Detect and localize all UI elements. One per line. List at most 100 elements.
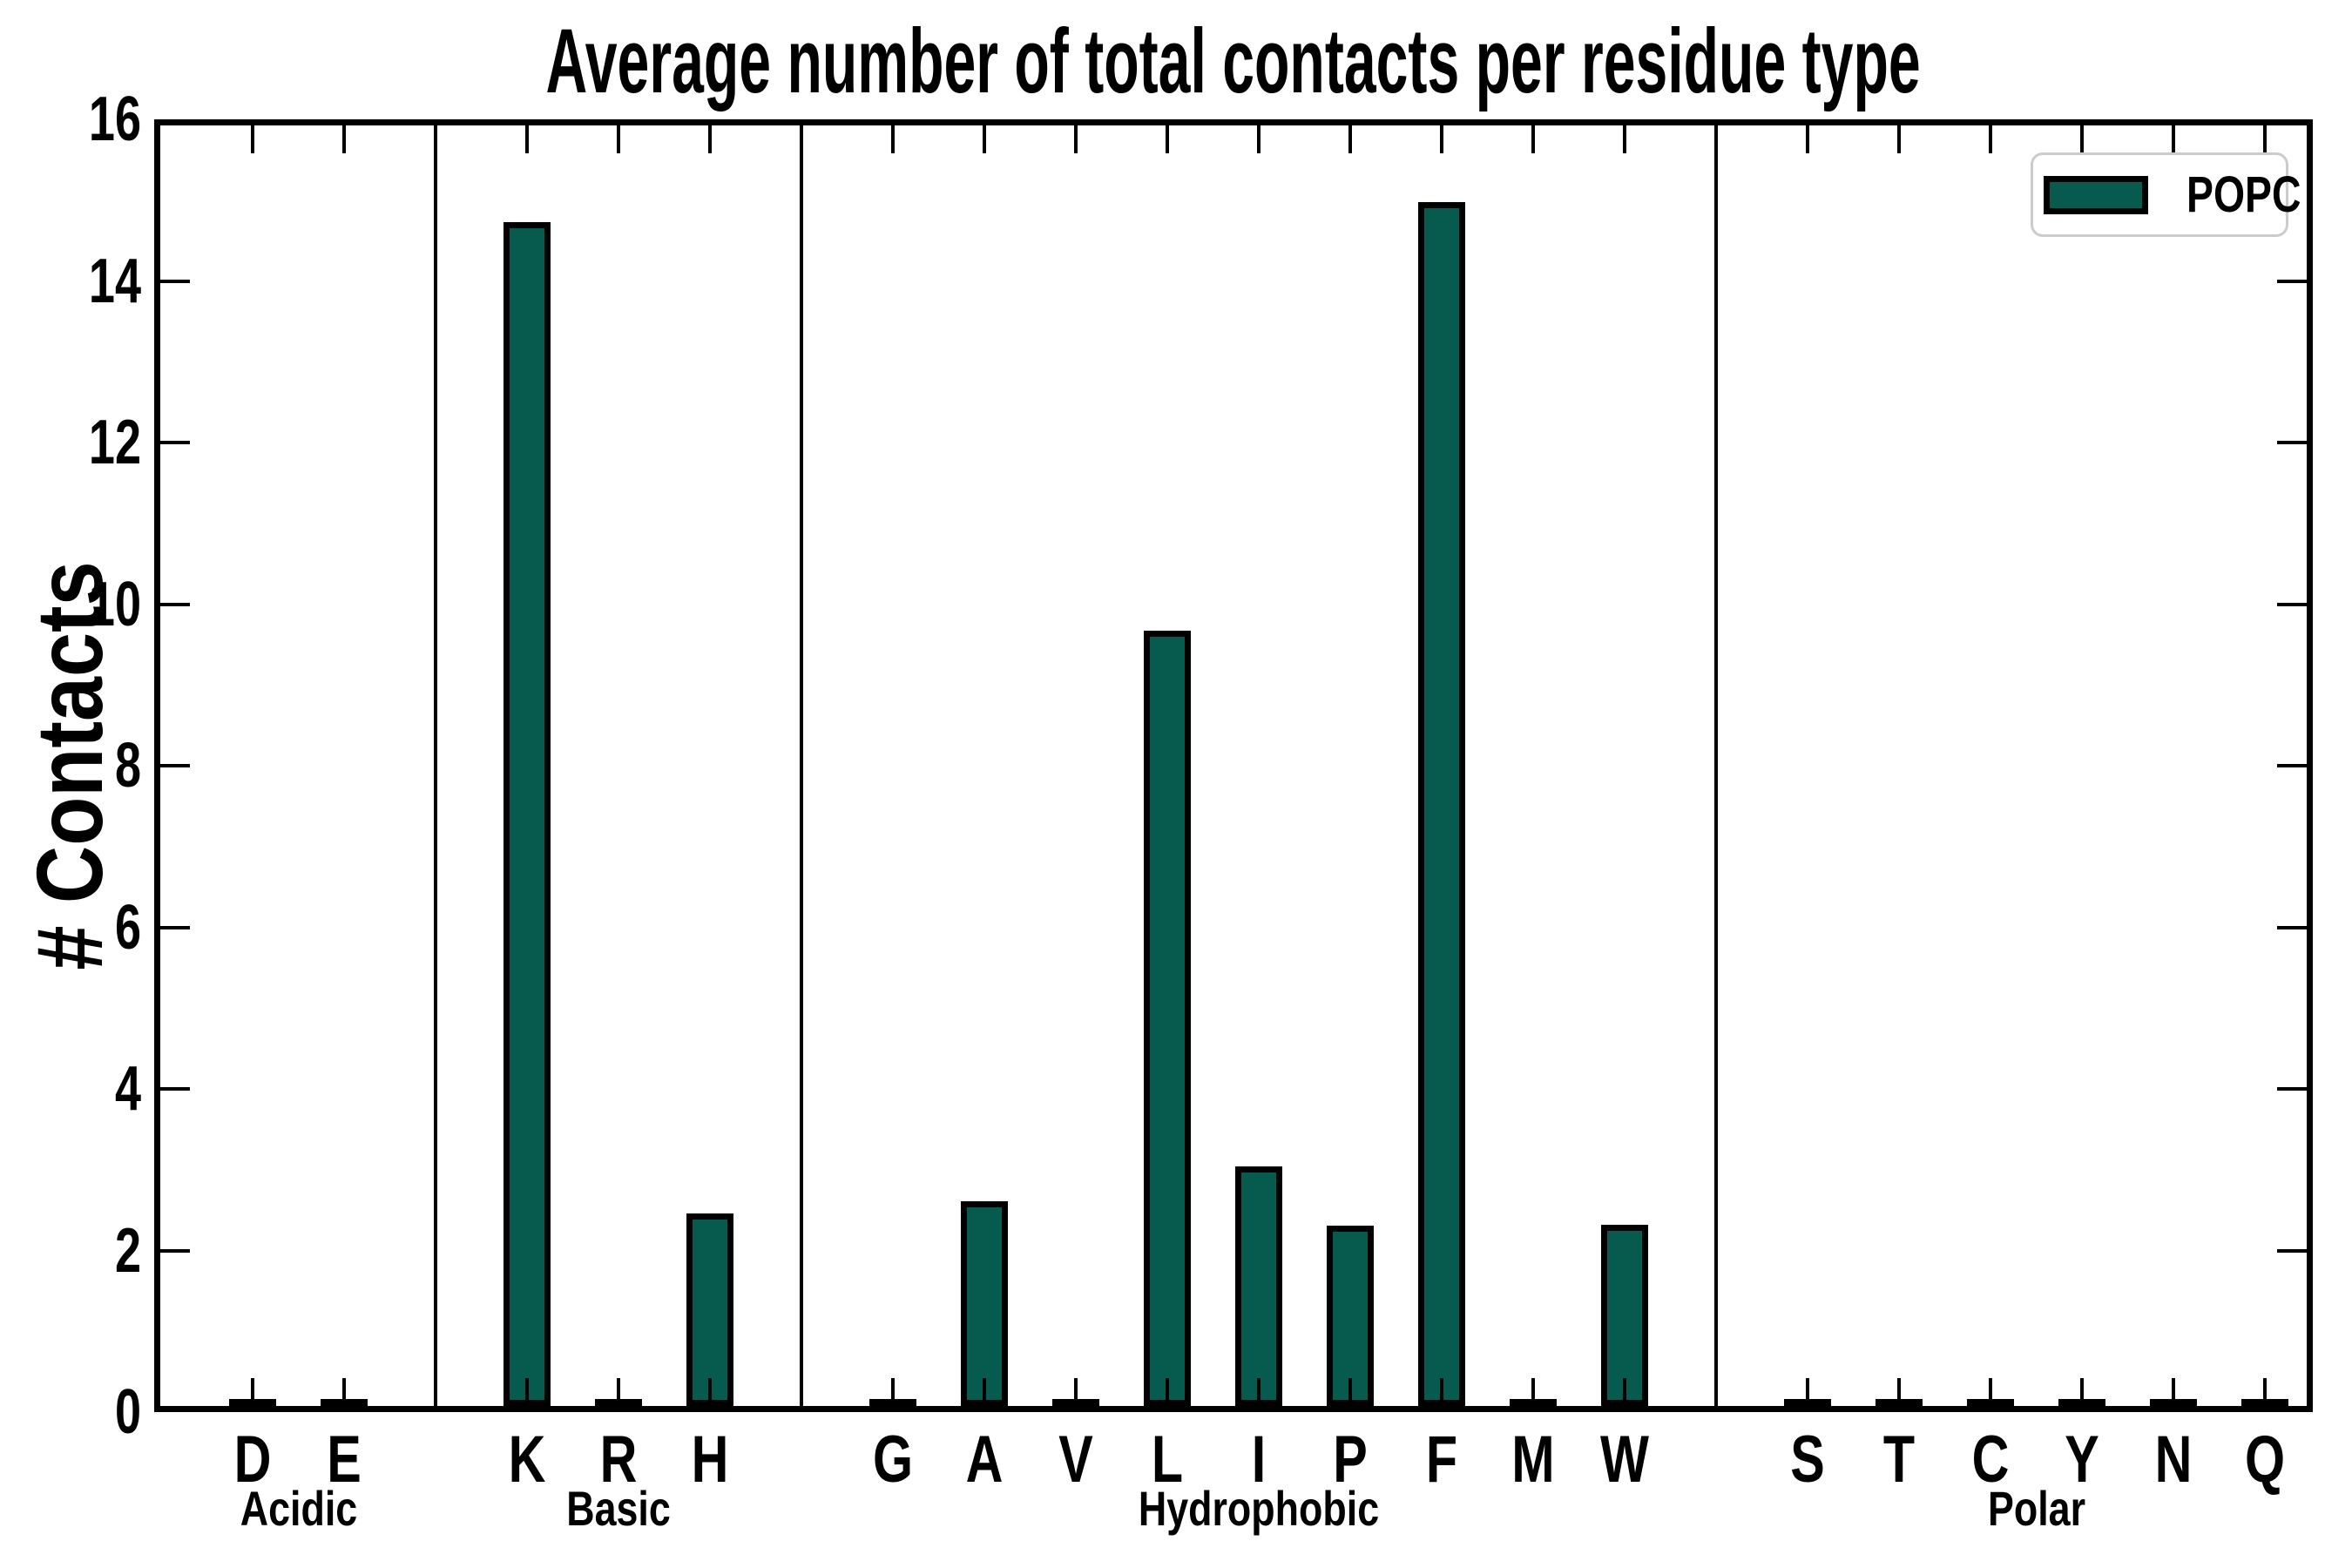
- x-tick-label-A: A: [965, 1423, 1004, 1497]
- x-tick-top-N: [2172, 125, 2175, 153]
- x-tick-top-H: [708, 125, 712, 153]
- y-tick-label-14: 14: [88, 246, 141, 316]
- x-tick-label-Q: Q: [2244, 1423, 2286, 1497]
- x-tick-top-S: [1806, 125, 1809, 153]
- x-tick-top-V: [1074, 125, 1078, 153]
- legend-label-popc: POPC: [2186, 166, 2301, 223]
- x-tick-label-S: S: [1790, 1423, 1825, 1497]
- x-tick-top-P: [1348, 125, 1352, 153]
- x-tick-top-D: [251, 125, 254, 153]
- x-tick-bottom-K: [525, 1378, 529, 1406]
- x-tick-top-I: [1257, 125, 1260, 153]
- y-tick-label-10: 10: [88, 569, 141, 639]
- y-tick-right-6: [2277, 925, 2307, 929]
- y-tick-left-6: [160, 925, 190, 929]
- x-tick-top-L: [1166, 125, 1169, 153]
- y-tick-label-12: 12: [88, 408, 141, 477]
- x-tick-label-F: F: [1425, 1423, 1458, 1497]
- x-tick-bottom-L: [1166, 1378, 1169, 1406]
- bar-K: [504, 222, 551, 1406]
- x-tick-bottom-P: [1348, 1378, 1352, 1406]
- x-tick-label-P: P: [1333, 1423, 1368, 1497]
- group-label-basic: Basic: [566, 1481, 671, 1536]
- y-tick-left-4: [160, 1087, 190, 1091]
- legend-swatch-popc: [2044, 175, 2148, 214]
- x-tick-label-I: I: [1251, 1423, 1267, 1497]
- y-tick-right-12: [2277, 441, 2307, 444]
- y-tick-label-0: 0: [114, 1377, 141, 1447]
- x-tick-label-K: K: [508, 1423, 546, 1497]
- x-tick-label-T: T: [1882, 1423, 1916, 1497]
- y-tick-right-10: [2277, 602, 2307, 606]
- y-tick-right-8: [2277, 764, 2307, 767]
- x-tick-bottom-Q: [2263, 1378, 2267, 1406]
- x-tick-top-E: [342, 125, 346, 153]
- group-label-acidic: Acidic: [240, 1481, 357, 1536]
- x-tick-bottom-I: [1257, 1378, 1260, 1406]
- x-tick-bottom-F: [1440, 1378, 1443, 1406]
- chart-title-text: Average number of total contacts per res…: [545, 10, 1922, 112]
- y-tick-right-4: [2277, 1087, 2307, 1091]
- x-tick-label-E: E: [327, 1423, 362, 1497]
- x-tick-bottom-R: [617, 1378, 620, 1406]
- y-tick-right-2: [2277, 1248, 2307, 1253]
- x-tick-bottom-G: [891, 1378, 895, 1406]
- x-tick-bottom-C: [1989, 1378, 1992, 1406]
- x-tick-label-Y: Y: [2065, 1423, 2099, 1497]
- x-tick-top-R: [617, 125, 620, 153]
- x-tick-bottom-E: [342, 1378, 346, 1406]
- bar-F: [1418, 202, 1465, 1406]
- x-tick-label-H: H: [691, 1423, 729, 1497]
- y-tick-label-8: 8: [114, 731, 141, 801]
- x-tick-top-F: [1440, 125, 1443, 153]
- y-tick-left-12: [160, 441, 190, 444]
- group-label-polar: Polar: [1987, 1481, 2085, 1536]
- x-tick-top-A: [983, 125, 986, 153]
- x-tick-label-M: M: [1511, 1423, 1555, 1497]
- legend: POPC: [2031, 152, 2301, 237]
- x-tick-label-R: R: [599, 1423, 638, 1497]
- x-tick-bottom-W: [1623, 1378, 1626, 1406]
- group-separator: [800, 125, 803, 1406]
- y-tick-left-10: [160, 602, 190, 606]
- bar-H: [686, 1213, 733, 1406]
- x-tick-top-T: [1897, 125, 1901, 153]
- x-tick-top-C: [1989, 125, 1992, 153]
- x-tick-label-N: N: [2154, 1423, 2193, 1497]
- y-tick-label-4: 4: [114, 1054, 141, 1124]
- x-tick-top-Q: [2263, 125, 2267, 153]
- x-tick-top-G: [891, 125, 895, 153]
- y-tick-label-16: 16: [88, 84, 141, 154]
- x-tick-bottom-N: [2172, 1378, 2175, 1406]
- x-tick-label-V: V: [1058, 1423, 1093, 1497]
- x-tick-label-G: G: [872, 1423, 914, 1497]
- x-tick-bottom-T: [1897, 1378, 1901, 1406]
- y-tick-label-6: 6: [114, 892, 141, 963]
- x-tick-bottom-D: [251, 1378, 254, 1406]
- x-tick-label-C: C: [1971, 1423, 2010, 1497]
- x-tick-bottom-Y: [2080, 1378, 2084, 1406]
- x-tick-bottom-S: [1806, 1378, 1809, 1406]
- y-tick-right-14: [2277, 279, 2307, 283]
- bar-L: [1144, 631, 1191, 1406]
- chart-title: Average number of total contacts per res…: [57, 14, 2352, 110]
- bar-A: [961, 1201, 1008, 1406]
- x-tick-bottom-V: [1074, 1378, 1078, 1406]
- y-tick-left-8: [160, 764, 190, 767]
- plot-area: [154, 119, 2313, 1412]
- group-label-hydrophobic: Hydrophobic: [1138, 1481, 1380, 1536]
- x-tick-top-M: [1531, 125, 1535, 153]
- x-tick-bottom-H: [708, 1378, 712, 1406]
- y-tick-left-2: [160, 1248, 190, 1253]
- x-tick-top-K: [525, 125, 529, 153]
- x-tick-label-D: D: [233, 1423, 272, 1497]
- y-tick-label-2: 2: [114, 1215, 141, 1286]
- x-tick-bottom-M: [1531, 1378, 1535, 1406]
- x-tick-label-L: L: [1151, 1423, 1184, 1497]
- group-separator: [434, 125, 437, 1406]
- group-separator: [1714, 125, 1718, 1406]
- x-tick-label-W: W: [1600, 1423, 1649, 1497]
- x-tick-bottom-A: [983, 1378, 986, 1406]
- x-tick-top-Y: [2080, 125, 2084, 153]
